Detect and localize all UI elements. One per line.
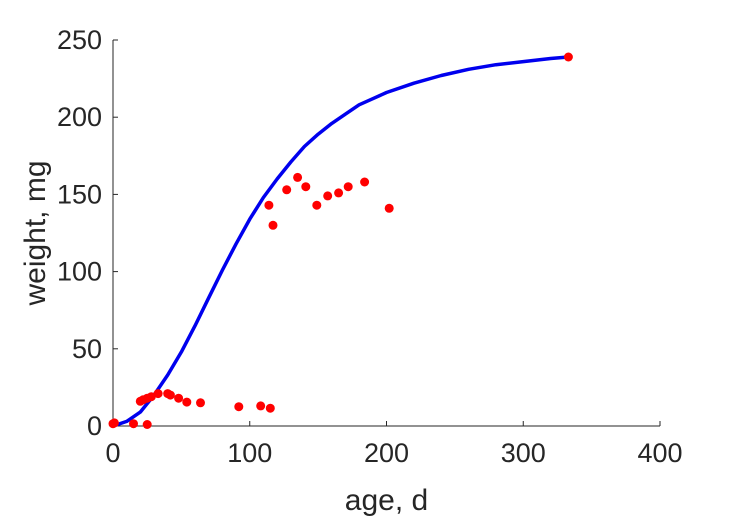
y-tick-label: 100 [57, 257, 102, 287]
x-tick-label: 0 [105, 438, 120, 468]
y-tick-label: 250 [57, 25, 102, 55]
data-point [282, 185, 292, 195]
data-point [129, 419, 138, 429]
fit-curve-line [111, 55, 571, 428]
data-point [265, 403, 275, 413]
y-tick-label: 50 [72, 334, 102, 364]
axes: 0 100 200 300 400 0 50 100 150 200 250 [57, 25, 683, 468]
data-point [196, 398, 205, 408]
y-tick-label: 150 [57, 179, 102, 209]
y-axis-title: weight, mg [19, 160, 52, 306]
fit-curve-layer [111, 55, 571, 428]
data-point [334, 188, 344, 198]
data-point [563, 52, 573, 62]
data-point [312, 200, 322, 210]
data-points-layer [108, 52, 573, 429]
data-point [182, 397, 192, 407]
data-point [234, 402, 244, 412]
x-tick-label: 400 [637, 438, 682, 468]
data-point [343, 182, 353, 192]
data-point [264, 200, 274, 210]
x-tick-label: 100 [227, 438, 272, 468]
data-point [268, 220, 278, 230]
x-tick-label: 200 [364, 438, 409, 468]
data-point [256, 401, 266, 411]
data-point [360, 177, 370, 187]
x-axis-title: age, d [345, 484, 428, 517]
data-point [142, 420, 152, 429]
data-point [293, 172, 303, 182]
data-point [301, 182, 311, 192]
data-point [323, 191, 333, 201]
x-tick-label: 300 [501, 438, 546, 468]
y-tick-label: 200 [57, 102, 102, 132]
data-point [174, 393, 184, 403]
y-tick-label: 0 [87, 411, 102, 441]
data-point [165, 390, 175, 400]
data-point [153, 389, 163, 399]
data-point [384, 203, 394, 213]
data-point [146, 392, 156, 402]
data-point [109, 418, 119, 428]
